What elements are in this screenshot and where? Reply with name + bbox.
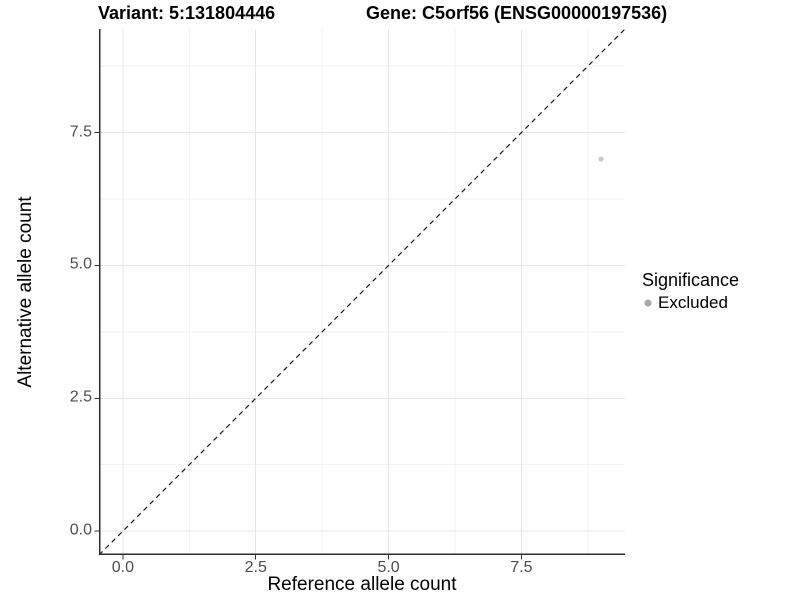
x-axis-title: Reference allele count bbox=[267, 574, 457, 595]
y-tick-label: 0.0 bbox=[69, 521, 92, 539]
legend-item-excluded: Excluded bbox=[641, 293, 798, 313]
data-point-excluded bbox=[598, 156, 604, 162]
gene-title: Gene: C5orf56 (ENSG00000197536) bbox=[366, 3, 668, 23]
x-tick-label: 7.5 bbox=[510, 559, 533, 576]
y-tick-label: 5.0 bbox=[69, 256, 92, 274]
x-tick-label: 0.0 bbox=[111, 559, 135, 576]
legend-title: Significance bbox=[642, 270, 740, 290]
x-tick-label: 2.5 bbox=[244, 559, 267, 576]
x-tick-label: 5.0 bbox=[377, 559, 400, 576]
scatter-plot-area bbox=[94, 28, 626, 560]
y-axis-title: Alternative allele count bbox=[15, 196, 36, 388]
y-tick-label: 2.5 bbox=[69, 388, 92, 406]
variant-title: Variant: 5:131804446 bbox=[98, 3, 276, 23]
y-tick-label: 7.5 bbox=[69, 123, 92, 141]
identity-reference-line bbox=[98, 28, 626, 556]
legend-item-label: Excluded bbox=[658, 293, 728, 312]
plot-panel bbox=[94, 28, 626, 560]
legend: Significance Excluded bbox=[640, 270, 798, 313]
excluded-point-icon bbox=[641, 296, 655, 310]
